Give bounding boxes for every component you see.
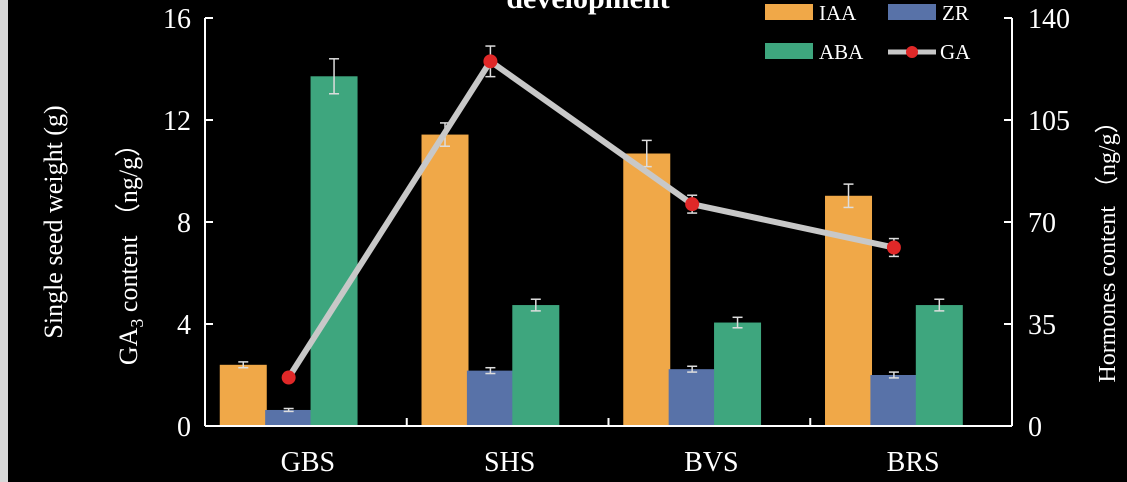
bar-layer xyxy=(219,58,963,427)
bar-iaa-gbs xyxy=(219,364,267,426)
line-ga xyxy=(286,58,895,380)
point-ga-shs xyxy=(483,54,498,69)
bar-zr-bvs xyxy=(668,369,716,426)
point-ga-bvs xyxy=(685,197,700,212)
right-axis-label: Hormones content （ng/g） xyxy=(1095,109,1121,382)
x-tick-label: SHS xyxy=(484,447,535,478)
left-axis-label: GA3 content （ng/g） xyxy=(114,131,147,365)
legend-label-zr: ZR xyxy=(942,1,969,25)
chart-title: development xyxy=(506,0,669,15)
line-layer xyxy=(281,45,901,385)
legend-swatch-iaa xyxy=(765,4,813,20)
bar-zr-gbs xyxy=(265,409,313,426)
bar-zr-shs xyxy=(466,370,514,426)
bar-zr-brs xyxy=(870,375,918,426)
legend-label-ga: GA xyxy=(940,40,971,64)
bar-aba-brs xyxy=(915,305,963,426)
bar-iaa-bvs xyxy=(623,153,671,426)
bar-aba-bvs xyxy=(714,322,762,426)
x-tick-label: BRS xyxy=(887,447,940,478)
tick-layer: 0 4 8 12 16 0 35 70 105 140 GBS SHS BVS BRS xyxy=(163,4,1070,478)
bar-aba-gbs xyxy=(310,76,358,427)
point-ga-brs xyxy=(886,240,901,255)
x-tick-label: GBS xyxy=(281,447,335,478)
left-tick-label: 8 xyxy=(177,208,191,239)
bar-iaa-shs xyxy=(421,134,469,427)
left-tick-label: 0 xyxy=(177,412,191,443)
right-tick-label: 35 xyxy=(1028,310,1056,341)
legend-swatch-point-ga xyxy=(906,46,918,58)
bar-aba-shs xyxy=(512,305,560,426)
left-tick-label: 4 xyxy=(177,310,191,341)
legend-label-iaa: IAA xyxy=(819,1,857,25)
left-tick-label: 12 xyxy=(163,106,191,137)
far-left-axis-label: Single seed weight (g) xyxy=(39,105,68,338)
right-tick-label: 0 xyxy=(1028,412,1042,443)
bar-iaa-brs xyxy=(825,195,873,426)
right-tick-label: 140 xyxy=(1028,4,1070,35)
point-ga-gbs xyxy=(281,370,296,385)
legend-label-aba: ABA xyxy=(819,40,864,64)
x-tick-label: BVS xyxy=(684,447,738,478)
left-border xyxy=(0,0,8,482)
left-tick-label: 16 xyxy=(163,4,191,35)
right-tick-label: 70 xyxy=(1028,208,1056,239)
right-tick-label: 105 xyxy=(1028,106,1070,137)
legend-swatch-zr xyxy=(888,4,936,20)
legend: IAA ZR ABA GA xyxy=(765,1,971,64)
legend-swatch-aba xyxy=(765,43,813,59)
